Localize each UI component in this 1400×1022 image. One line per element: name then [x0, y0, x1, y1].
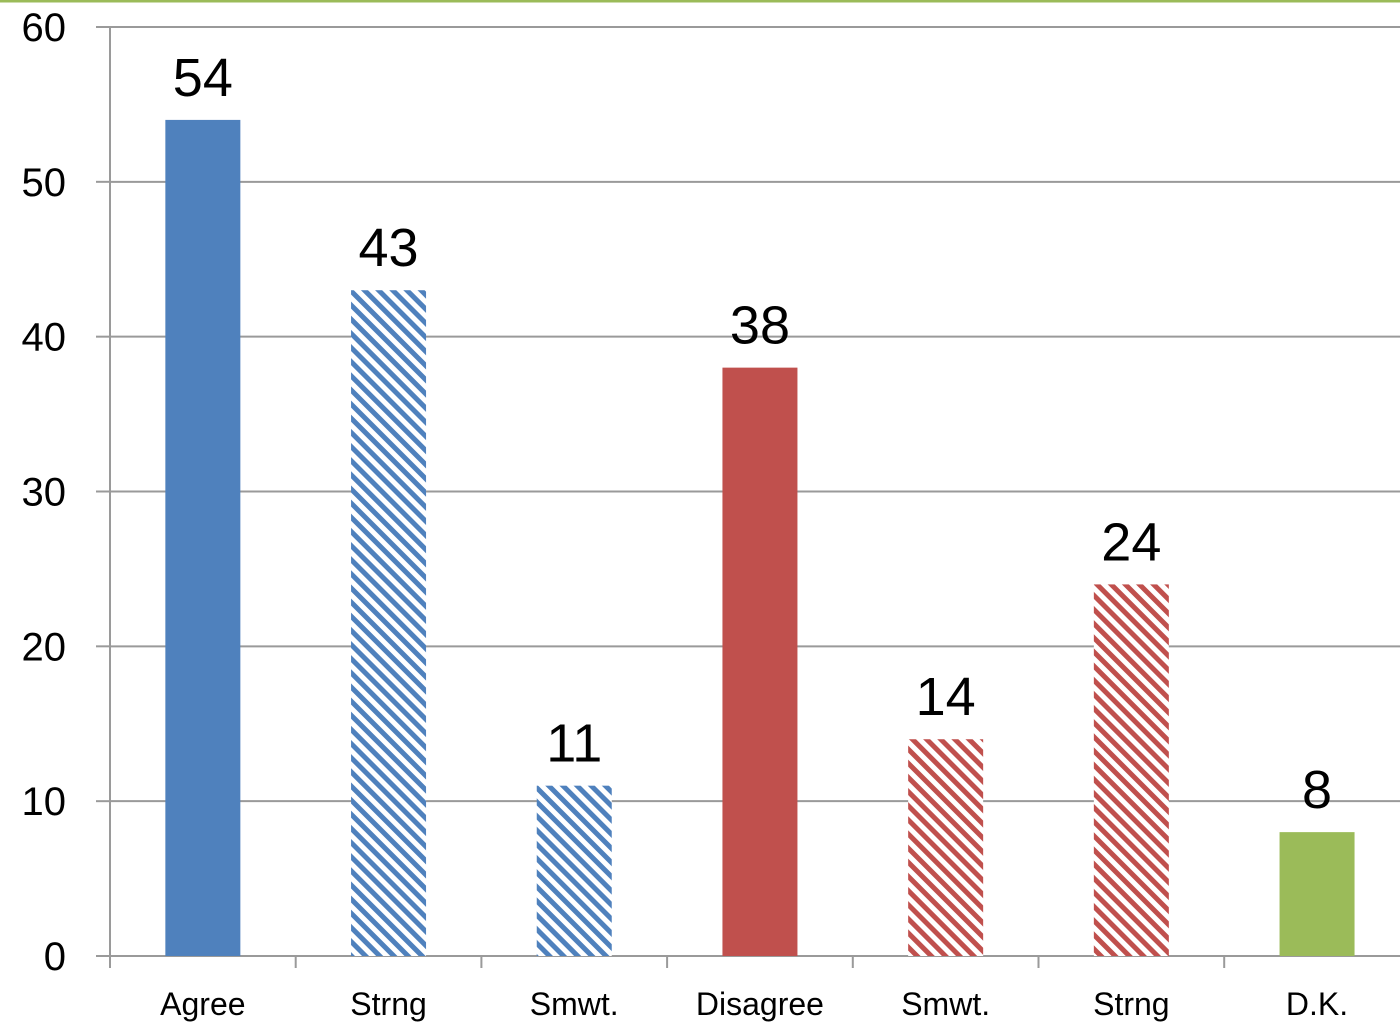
data-label: 24 — [1101, 512, 1161, 572]
y-tick-label: 30 — [22, 471, 67, 515]
y-tick-label: 50 — [22, 161, 67, 205]
bar-2 — [351, 290, 427, 956]
data-label: 11 — [546, 714, 602, 774]
category-label: Strng — [1093, 986, 1169, 1022]
category-label: D.K. — [1286, 986, 1348, 1022]
labels: 0 10 20 30 40 50 60 54 Agree 43 Strng 11 Smwt. 38 Disa… — [22, 6, 1349, 1022]
category-label: Smwt. — [530, 986, 619, 1022]
data-label: 14 — [916, 667, 976, 727]
bar-1 — [165, 119, 241, 956]
bar-5 — [908, 739, 984, 956]
category-label: Disagree — [696, 986, 824, 1022]
bar-3 — [536, 785, 612, 956]
y-tick-label: 0 — [44, 935, 66, 979]
category-label: Agree — [160, 986, 245, 1022]
y-tick-label: 20 — [22, 625, 67, 669]
bar-4 — [722, 367, 798, 957]
category-label: Smwt. — [901, 986, 990, 1022]
category-label: Strng — [350, 986, 426, 1022]
bars — [165, 119, 1355, 957]
data-label: 54 — [173, 48, 233, 108]
y-tick-label: 40 — [22, 316, 67, 360]
bar-6 — [1093, 584, 1169, 956]
data-label: 43 — [359, 218, 419, 278]
y-tick-label: 60 — [22, 6, 67, 50]
y-tick-label: 10 — [22, 780, 67, 824]
data-label: 8 — [1302, 760, 1332, 820]
data-label: 38 — [730, 296, 790, 356]
bar-7 — [1279, 832, 1355, 956]
